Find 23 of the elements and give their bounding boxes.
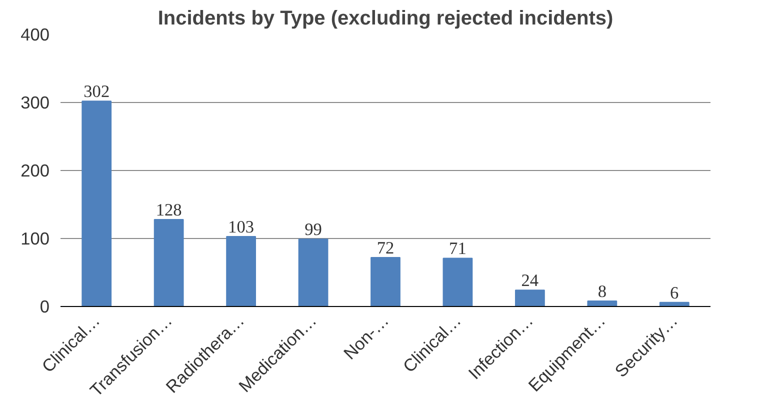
bar	[82, 100, 112, 306]
data-label: 24	[521, 271, 539, 290]
bar	[515, 290, 545, 306]
bar	[587, 300, 618, 306]
data-label: 72	[376, 238, 394, 258]
data-label: 103	[228, 217, 254, 236]
y-tick-label: 400	[20, 24, 50, 44]
data-label: 6	[670, 283, 680, 302]
data-label: 8	[598, 282, 607, 302]
bar	[226, 236, 256, 306]
chart-title: Incidents by Type (excluding rejected incidents)	[158, 8, 614, 30]
data-label: 99	[304, 220, 322, 240]
data-label: 71	[449, 239, 466, 258]
bar	[154, 218, 184, 306]
y-tick-label: 300	[20, 92, 50, 112]
bar	[370, 257, 400, 306]
data-label: 302	[84, 82, 110, 102]
y-tick-label: 200	[20, 160, 50, 180]
bar	[442, 258, 473, 306]
y-tick-label: 0	[40, 296, 50, 316]
data-label: 128	[156, 200, 182, 220]
bar	[298, 238, 328, 306]
y-tick-label: 100	[20, 228, 50, 248]
